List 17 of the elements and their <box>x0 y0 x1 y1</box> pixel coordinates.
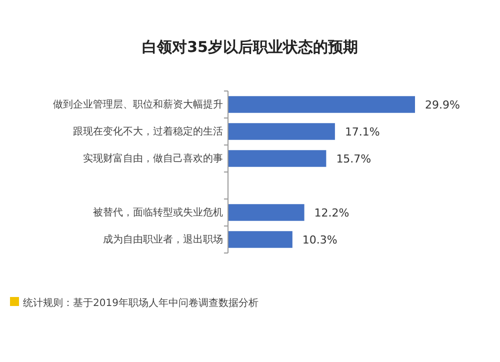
y-tick-label: 做到企业管理层、职位和薪资大幅提升 <box>53 98 223 111</box>
chart-title: 白领对35岁以后职业状态的预期 <box>142 38 358 56</box>
data-label: 12.2% <box>314 206 350 220</box>
data-label: 29.9% <box>425 98 460 112</box>
y-tick-label: 成为自由职业者，退出职场 <box>103 234 223 246</box>
bar <box>228 231 292 248</box>
data-label: 10.3% <box>302 233 338 246</box>
text: 统计规则：基于2019年职场人年中问卷调查数据分析 <box>23 297 258 309</box>
data-label: 15.7% <box>336 152 372 166</box>
bar <box>228 150 326 167</box>
bar <box>228 96 415 113</box>
y-tick-label: 实现财富自由，做自己喜欢的事 <box>83 152 223 165</box>
data-label: 17.1% <box>344 125 380 138</box>
bar <box>228 123 335 140</box>
y-tick-label: 被替代，面临转型或失业危机 <box>93 206 223 219</box>
bar <box>228 204 304 221</box>
y-tick-label: 跟现在变化不大，过着稳定的生活 <box>73 126 223 138</box>
